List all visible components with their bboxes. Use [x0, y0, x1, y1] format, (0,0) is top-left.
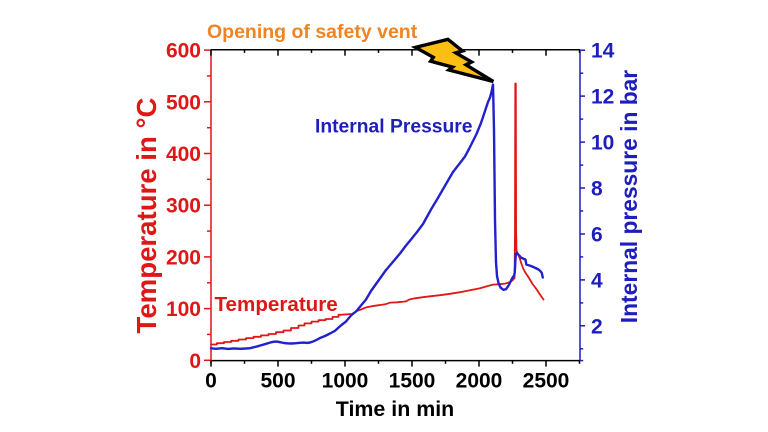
svg-text:Internal pressure in bar: Internal pressure in bar [616, 70, 642, 324]
svg-text:6: 6 [591, 224, 603, 247]
svg-text:Opening of safety vent: Opening of safety vent [207, 21, 418, 43]
svg-text:Temperature in °C: Temperature in °C [131, 97, 162, 333]
svg-text:400: 400 [166, 143, 201, 166]
svg-text:600: 600 [166, 40, 201, 63]
svg-text:Internal Pressure: Internal Pressure [315, 117, 473, 138]
svg-text:1000: 1000 [322, 370, 369, 393]
svg-text:10: 10 [591, 132, 614, 155]
svg-text:4: 4 [591, 269, 603, 292]
svg-text:2000: 2000 [456, 370, 503, 393]
svg-text:300: 300 [166, 195, 201, 218]
svg-text:Time in min: Time in min [336, 397, 454, 421]
svg-text:14: 14 [591, 40, 615, 63]
svg-text:0: 0 [189, 350, 201, 373]
svg-text:500: 500 [260, 370, 295, 393]
svg-text:12: 12 [591, 86, 614, 109]
svg-text:2: 2 [591, 315, 603, 338]
svg-text:1500: 1500 [389, 370, 436, 393]
svg-text:8: 8 [591, 178, 603, 201]
svg-text:Temperature: Temperature [215, 293, 338, 316]
svg-text:200: 200 [166, 246, 201, 269]
svg-text:2500: 2500 [523, 370, 570, 393]
svg-text:100: 100 [166, 298, 201, 321]
svg-text:500: 500 [166, 91, 201, 114]
svg-text:0: 0 [205, 370, 217, 393]
